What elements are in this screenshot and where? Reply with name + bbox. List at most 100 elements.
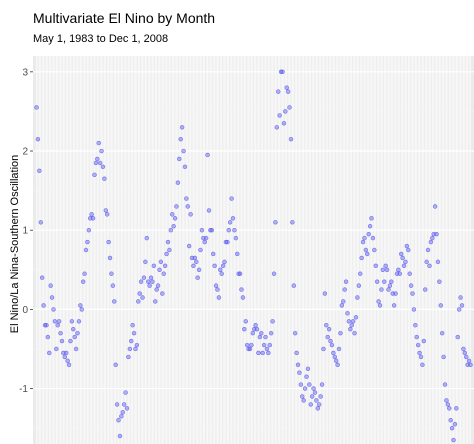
data-point: [447, 406, 452, 411]
data-point: [454, 406, 459, 411]
data-point: [369, 216, 374, 221]
data-point: [304, 374, 309, 379]
data-point: [138, 279, 144, 284]
data-point: [283, 109, 288, 114]
data-point: [229, 196, 234, 201]
data-point: [342, 287, 347, 292]
data-point: [76, 319, 82, 324]
data-point: [54, 346, 59, 352]
data-point: [178, 136, 183, 142]
data-point: [449, 425, 455, 431]
data-point: [264, 346, 270, 352]
data-point: [85, 239, 90, 245]
data-point: [165, 239, 171, 245]
data-point: [411, 307, 417, 312]
data-point: [406, 247, 411, 253]
data-point: [226, 228, 231, 233]
data-point: [80, 279, 86, 284]
data-point: [280, 69, 285, 75]
data-point: [151, 263, 157, 269]
data-point: [235, 251, 240, 257]
data-point: [276, 89, 281, 94]
data-point: [432, 204, 438, 209]
data-point: [335, 362, 340, 368]
data-point: [64, 350, 69, 356]
data-point: [83, 247, 89, 253]
data-point: [133, 346, 138, 352]
data-point: [421, 338, 427, 344]
y-tick-label: 2: [22, 147, 28, 158]
data-point: [400, 255, 405, 261]
data-point: [331, 350, 336, 356]
data-point: [199, 228, 205, 233]
data-point: [194, 259, 199, 265]
data-point: [35, 136, 41, 142]
data-point: [430, 235, 435, 241]
data-point: [461, 346, 466, 352]
data-point: [288, 136, 294, 142]
data-point: [386, 287, 391, 292]
data-point: [353, 315, 359, 320]
data-point: [427, 263, 432, 269]
data-point: [393, 291, 398, 296]
data-point: [41, 303, 46, 308]
data-point: [206, 208, 212, 213]
data-point: [205, 152, 210, 158]
data-point: [384, 267, 390, 272]
data-point: [164, 251, 169, 257]
data-point: [69, 319, 75, 324]
data-point: [417, 350, 422, 356]
data-point: [202, 239, 207, 245]
data-point: [188, 212, 193, 217]
data-point: [109, 271, 114, 276]
data-point: [237, 271, 243, 276]
data-point: [218, 267, 223, 272]
data-point: [47, 350, 52, 356]
data-point: [365, 251, 370, 257]
data-point: [48, 283, 53, 288]
data-point: [403, 259, 408, 265]
data-point: [253, 323, 258, 328]
data-point: [185, 204, 190, 209]
data-point: [37, 168, 42, 174]
data-point: [100, 164, 106, 170]
data-point: [153, 299, 158, 304]
data-point: [147, 283, 152, 288]
data-point: [99, 148, 104, 154]
data-point: [120, 410, 125, 415]
data-point: [222, 259, 227, 265]
data-point: [157, 267, 162, 272]
y-axis-title: El Nino/La Nina-Southern Oscillation: [9, 155, 21, 334]
data-point: [131, 330, 137, 336]
data-point: [407, 271, 412, 276]
y-tick-label: 0: [22, 305, 28, 316]
data-point: [134, 342, 140, 348]
data-point: [466, 358, 472, 364]
data-point: [123, 390, 128, 395]
data-point: [72, 334, 77, 340]
data-point: [266, 350, 271, 356]
data-point: [267, 342, 272, 348]
data-point: [284, 85, 289, 90]
data-point: [39, 275, 45, 280]
y-tick-label: -1: [19, 384, 28, 395]
data-point: [333, 358, 339, 364]
data-point: [155, 283, 161, 288]
data-point: [319, 382, 325, 387]
data-point: [73, 346, 79, 352]
data-point: [464, 354, 469, 360]
data-point: [377, 303, 383, 308]
data-point: [345, 311, 350, 316]
data-point: [59, 338, 65, 344]
data-point: [240, 295, 246, 300]
data-point: [346, 319, 352, 324]
data-point: [170, 212, 175, 217]
data-point: [143, 259, 148, 265]
data-point: [65, 358, 70, 364]
data-point: [62, 354, 68, 360]
data-point: [55, 323, 60, 328]
data-point: [179, 125, 185, 130]
data-point: [397, 271, 402, 276]
data-point: [254, 326, 260, 332]
